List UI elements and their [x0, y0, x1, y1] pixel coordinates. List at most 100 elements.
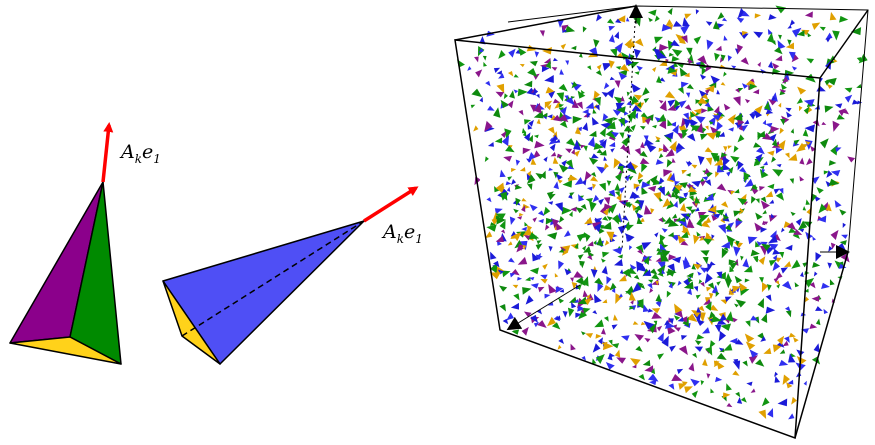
particle: [658, 44, 669, 52]
particle: [825, 203, 832, 212]
particle: [715, 376, 723, 383]
particle: [734, 275, 743, 284]
particle: [546, 104, 552, 111]
particle: [713, 360, 720, 368]
particle: [832, 120, 840, 132]
particle: [637, 172, 644, 181]
particle: [721, 248, 729, 259]
particle: [529, 60, 538, 67]
lying-tetrahedron: Ake1: [162, 186, 423, 365]
particle: [590, 175, 599, 182]
particle: [616, 106, 626, 114]
particle: [716, 352, 727, 360]
particle: [670, 39, 680, 47]
particle: [557, 344, 562, 350]
particle: [647, 283, 653, 290]
particle: [773, 277, 780, 283]
particle: [741, 83, 749, 89]
particle: [665, 19, 673, 27]
particle: [493, 260, 500, 268]
particle: [505, 181, 512, 186]
particle: [571, 281, 578, 290]
particle: [531, 252, 540, 262]
particle: [753, 161, 761, 167]
particle: [769, 199, 775, 204]
particle: [719, 57, 724, 63]
particle: [633, 48, 641, 59]
particle: [667, 99, 676, 108]
particle: [765, 109, 774, 115]
particle: [716, 89, 720, 95]
particle: [754, 110, 763, 119]
particle: [683, 118, 692, 129]
particle: [576, 283, 582, 291]
particle: [707, 282, 715, 290]
particle: [694, 207, 700, 212]
particle: [819, 138, 829, 149]
particle: [612, 247, 623, 255]
particle: [575, 207, 584, 214]
particle: [594, 222, 602, 233]
particle: [582, 122, 589, 132]
particle: [608, 189, 616, 198]
particle: [571, 148, 576, 155]
particle: [787, 379, 794, 385]
particle: [746, 381, 753, 387]
particle: [584, 216, 593, 225]
particle: [680, 122, 688, 131]
particle: [558, 215, 565, 223]
particle: [642, 304, 649, 313]
particle: [679, 316, 688, 323]
particle: [655, 257, 662, 262]
particle: [596, 13, 602, 22]
particle: [762, 132, 773, 141]
particle: [509, 273, 516, 278]
particle: [521, 326, 529, 336]
particle: [674, 327, 681, 332]
particle: [524, 132, 531, 142]
particle: [522, 147, 531, 155]
particle: [636, 260, 644, 272]
particle: [772, 234, 781, 242]
particle: [696, 217, 702, 227]
particle: [726, 171, 732, 177]
particle: [711, 214, 718, 221]
particle: [580, 89, 585, 95]
particle: [565, 148, 573, 154]
particle: [717, 23, 725, 29]
particle: [761, 397, 770, 407]
particle: [844, 87, 853, 93]
particle: [545, 60, 551, 69]
particle: [842, 222, 846, 229]
particle: [494, 208, 503, 215]
particle: [624, 57, 633, 66]
particle: [813, 271, 818, 277]
particle: [839, 15, 849, 23]
particle: [624, 233, 635, 242]
particle: [802, 129, 809, 137]
particle: [722, 392, 731, 399]
particle: [592, 343, 601, 353]
particle: [669, 345, 677, 352]
particle: [592, 183, 596, 190]
particle: [600, 258, 606, 263]
particle: [633, 204, 641, 211]
particle: [641, 162, 648, 173]
particle: [796, 356, 807, 365]
particle: [761, 243, 772, 251]
particle: [778, 359, 789, 367]
particle: [610, 131, 619, 138]
particle: [603, 203, 613, 211]
particle: [755, 153, 763, 163]
particle: [608, 142, 616, 148]
particle: [742, 360, 748, 367]
particle: [498, 73, 505, 79]
particle: [765, 247, 775, 255]
particle: [702, 238, 713, 245]
particle: [562, 248, 569, 256]
particle: [771, 213, 775, 219]
particle: [647, 185, 657, 192]
particle: [618, 186, 625, 194]
particle: [768, 235, 778, 244]
particle: [516, 216, 523, 220]
